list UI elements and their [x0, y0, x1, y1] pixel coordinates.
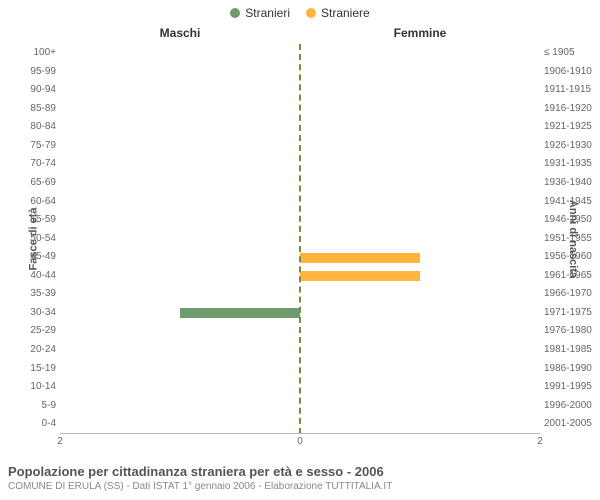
chart-footer: Popolazione per cittadinanza straniera p…: [8, 464, 592, 492]
y-axis-birth-labels: ≤ 19051906-19101911-19151916-19201921-19…: [544, 44, 596, 434]
age-label: 30-34: [16, 304, 56, 323]
birth-year-label: 1926-1930: [544, 137, 596, 156]
legend-dot-icon: [306, 8, 316, 18]
birth-year-label: 1971-1975: [544, 304, 596, 323]
female-bar: [300, 253, 420, 263]
age-label: 25-29: [16, 322, 56, 341]
age-label: 10-14: [16, 378, 56, 397]
legend-item: Straniere: [306, 6, 370, 20]
age-label: 95-99: [16, 63, 56, 82]
birth-year-label: 1966-1970: [544, 285, 596, 304]
birth-year-label: 1911-1915: [544, 81, 596, 100]
x-axis-labels: 2 0 2: [60, 436, 540, 452]
male-bar: [180, 308, 300, 318]
birth-year-label: 1946-1950: [544, 211, 596, 230]
birth-year-label: 1941-1945: [544, 193, 596, 212]
panel-title-males: Maschi: [0, 26, 300, 40]
birth-year-label: 1961-1965: [544, 267, 596, 286]
legend-dot-icon: [230, 8, 240, 18]
x-tick-label: 2: [537, 436, 543, 447]
y-axis-age-labels: 100+95-9990-9485-8980-8475-7970-7465-696…: [16, 44, 56, 434]
birth-year-label: 1986-1990: [544, 360, 596, 379]
age-label: 50-54: [16, 230, 56, 249]
age-label: 5-9: [16, 397, 56, 416]
birth-year-label: 1916-1920: [544, 100, 596, 119]
age-label: 60-64: [16, 193, 56, 212]
birth-year-label: 1936-1940: [544, 174, 596, 193]
birth-year-label: 1906-1910: [544, 63, 596, 82]
age-label: 55-59: [16, 211, 56, 230]
birth-year-label: 1996-2000: [544, 397, 596, 416]
panel-titles: Maschi Femmine: [0, 26, 600, 40]
chart-title: Popolazione per cittadinanza straniera p…: [8, 464, 592, 479]
age-label: 65-69: [16, 174, 56, 193]
legend-item: Stranieri: [230, 6, 290, 20]
panel-title-females: Femmine: [300, 26, 600, 40]
x-tick-label: 0: [297, 436, 303, 447]
age-label: 100+: [16, 44, 56, 63]
birth-year-label: ≤ 1905: [544, 44, 596, 63]
age-label: 15-19: [16, 360, 56, 379]
age-label: 80-84: [16, 118, 56, 137]
chart-subtitle: COMUNE DI ERULA (SS) - Dati ISTAT 1° gen…: [8, 481, 592, 492]
birth-year-label: 1921-1925: [544, 118, 596, 137]
birth-year-label: 1931-1935: [544, 155, 596, 174]
age-label: 0-4: [16, 415, 56, 434]
legend-label: Stranieri: [245, 6, 290, 20]
center-line: [299, 44, 301, 434]
birth-year-label: 1991-1995: [544, 378, 596, 397]
age-label: 90-94: [16, 81, 56, 100]
x-tick-label: 2: [57, 436, 63, 447]
legend: Stranieri Straniere: [0, 0, 600, 20]
birth-year-label: 1951-1955: [544, 230, 596, 249]
age-label: 35-39: [16, 285, 56, 304]
birth-year-label: 2001-2005: [544, 415, 596, 434]
population-pyramid-chart: Stranieri Straniere Maschi Femmine Fasce …: [0, 0, 600, 500]
birth-year-label: 1976-1980: [544, 322, 596, 341]
legend-label: Straniere: [321, 6, 370, 20]
age-label: 45-49: [16, 248, 56, 267]
age-label: 75-79: [16, 137, 56, 156]
age-label: 85-89: [16, 100, 56, 119]
birth-year-label: 1956-1960: [544, 248, 596, 267]
plot-area: Fasce di età Anni di nascita 100+95-9990…: [60, 44, 540, 434]
age-label: 70-74: [16, 155, 56, 174]
age-label: 20-24: [16, 341, 56, 360]
age-label: 40-44: [16, 267, 56, 286]
x-baseline: [60, 433, 540, 434]
birth-year-label: 1981-1985: [544, 341, 596, 360]
female-bar: [300, 271, 420, 281]
